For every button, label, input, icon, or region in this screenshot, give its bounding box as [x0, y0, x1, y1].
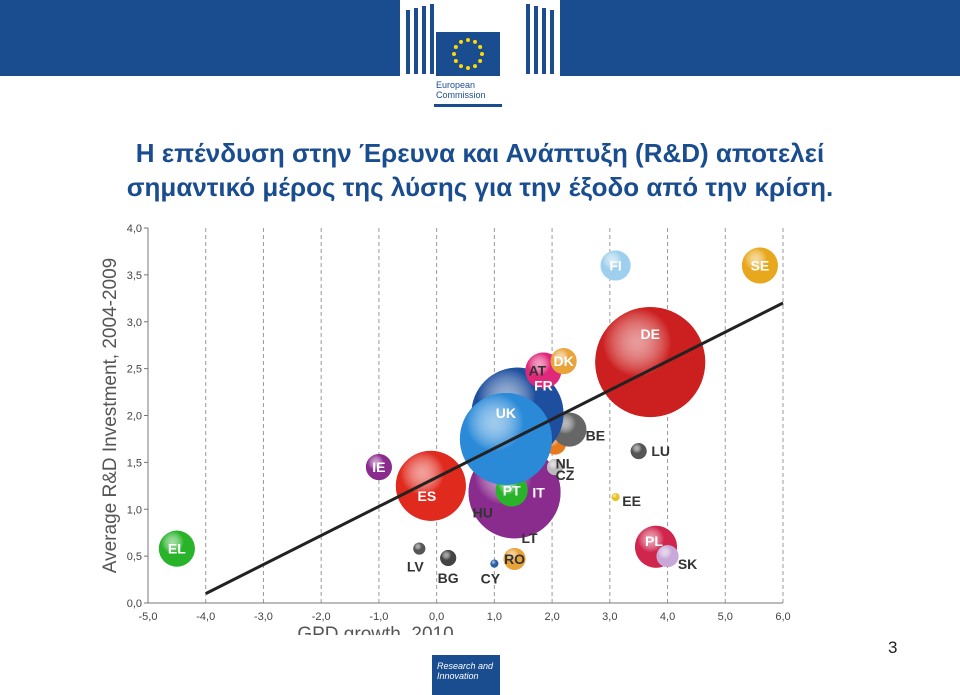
bubble-label-el: EL [168, 541, 186, 557]
x-tick-label: 2,0 [544, 611, 559, 623]
bubble-label-at: AT [529, 363, 547, 379]
bubble-label-pt: PT [503, 483, 521, 499]
eu-flag-logo [406, 4, 554, 76]
bubble-shine-el [158, 530, 195, 567]
eu-star [453, 45, 458, 49]
bubble-shine-ie [365, 454, 392, 481]
logo-text: European Commission [436, 80, 516, 100]
bubble-label-ee: EE [622, 493, 641, 509]
bubble-label-ie: IE [372, 459, 385, 475]
x-tick-label: 4,0 [660, 611, 675, 623]
bubble-label-cz: CZ [556, 467, 575, 483]
y-tick-label: 4,0 [127, 223, 142, 235]
bubble-shine-bg [440, 550, 457, 566]
bubble-chart: 0,0 0,5 1,0 1,5 2,0 2,5 3,0 3,5 4,0 -5,0 -4,0 -3,0 -… [100, 223, 791, 635]
x-tick-label: 0,0 [429, 611, 444, 623]
research-innovation-badge: Research and Innovation [432, 655, 500, 695]
bubble-shine-lv [413, 542, 426, 555]
bubble-shine-fi [600, 250, 631, 281]
bubble-shine-dk [550, 348, 577, 375]
eu-star [459, 39, 463, 44]
logo-line2: Commission [436, 90, 486, 100]
bubble-shine-ro [503, 547, 526, 570]
logo-line1: European [436, 80, 476, 90]
bubble-label-be: BE [586, 428, 605, 444]
eu-star [478, 45, 483, 49]
y-tick-label: 0,5 [127, 551, 142, 563]
y-tick-label: 2,0 [127, 411, 142, 423]
footer-line2: Innovation [437, 671, 479, 681]
bubble-label-lu: LU [651, 443, 670, 459]
title-line1: Η επένδυση στην Έρευνα και Ανάπτυξη (R&D… [135, 138, 825, 168]
footer-line1: Research and [437, 661, 494, 671]
bubble-shine-sk [656, 545, 679, 568]
eu-star [466, 38, 470, 42]
y-tick-label: 1,0 [127, 504, 142, 516]
eu-star [452, 52, 456, 56]
bubble-label-lv: LV [407, 559, 425, 575]
x-tick-label: -1,0 [369, 611, 388, 623]
x-tick-label: 1,0 [487, 611, 502, 623]
logo-underline [434, 104, 502, 107]
bubble-label-pl: PL [645, 533, 663, 549]
logo-box: European Commission [400, 0, 560, 108]
eu-star [480, 52, 484, 56]
eu-star [473, 39, 477, 44]
y-tick-label: 1,5 [127, 457, 142, 469]
bubble-label-de: DE [641, 326, 660, 342]
bubble-label-lt: LT [522, 530, 539, 546]
bubble-label-dk: DK [554, 353, 574, 369]
x-tick-label: -5,0 [139, 611, 158, 623]
y-tick-label: 2,5 [127, 364, 142, 376]
page-number: 3 [888, 638, 898, 657]
eu-star [453, 59, 458, 63]
y-tick-label: 3,0 [127, 317, 142, 329]
bubble-shine-cy [490, 559, 499, 568]
bubble-shine-lu [630, 443, 647, 460]
bubble-shine-ee [611, 493, 620, 502]
bubble-label-ro: RO [504, 551, 525, 567]
y-tick-label: 3,5 [127, 270, 142, 282]
x-tick-label: 5,0 [718, 611, 733, 623]
bubble-label-fr: FR [534, 378, 553, 394]
title-line2: σημαντικό μέρος της λύσης για την έξοδο … [126, 172, 834, 202]
x-tick-label: 3,0 [602, 611, 617, 623]
slide-title: Η επένδυση στην Έρευνα και Ανάπτυξη (R&D… [40, 136, 920, 204]
eu-star [478, 59, 483, 63]
bubble-label-es: ES [418, 488, 437, 504]
bubble-label-sk: SK [678, 556, 697, 572]
plot-area [148, 228, 783, 603]
bubble-label-hu: HU [473, 505, 493, 521]
x-axis-title: GPD growth, 2010 [297, 624, 453, 635]
trend-line [205, 301, 784, 595]
bubble-label-cy: CY [481, 571, 501, 587]
bubble-shine-uk [459, 392, 552, 485]
bubble-label-nl: NL [556, 456, 575, 472]
bubble-label-uk: UK [496, 405, 516, 421]
bubble-shine-cz [546, 459, 563, 476]
x-tick-label: -2,0 [312, 611, 331, 623]
bubble-label-bg: BG [438, 570, 459, 586]
bubble-label-fi: FI [609, 258, 621, 274]
bubble-shine-es [395, 450, 466, 521]
bubble-label-it: IT [532, 484, 545, 500]
x-tick-label: 6,0 [775, 611, 790, 623]
y-axis-title: Average R&D Investment, 2004-2009 [100, 258, 121, 573]
eu-star [473, 64, 477, 69]
bubble-shine-de [595, 307, 706, 418]
eu-star [459, 64, 463, 69]
y-tick-label: 0,0 [127, 598, 142, 610]
x-tick-label: -4,0 [196, 611, 215, 623]
eu-star [466, 66, 470, 70]
bubble-label-se: SE [751, 258, 770, 274]
bubble-shine-se [741, 247, 778, 284]
x-tick-label: -3,0 [254, 611, 273, 623]
